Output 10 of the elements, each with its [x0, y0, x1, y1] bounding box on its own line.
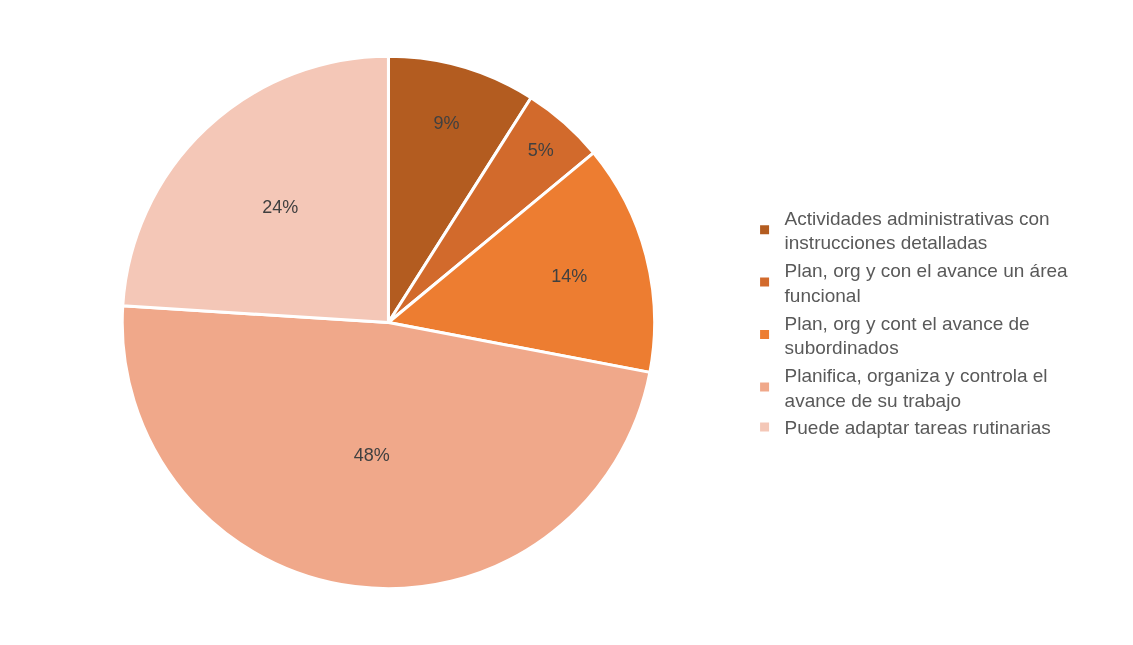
- data-label: 14%: [551, 266, 588, 287]
- legend-label: Puede adaptar tareas rutinarias: [784, 417, 1051, 439]
- data-label: 24%: [262, 197, 299, 218]
- data-label: 9%: [433, 112, 460, 133]
- data-label: 48%: [353, 444, 390, 465]
- legend-label: Plan, org y cont el avance de subordinados: [784, 312, 1030, 359]
- legend-label: Plan, org y con el avance un área funcional: [784, 260, 1069, 306]
- legend-label: Actividades administrativas con instrucciones detalladas: [784, 207, 1050, 254]
- legend-label: Planifica, organiza y controla el avance de su trabajo: [784, 364, 1048, 411]
- data-label: 5%: [527, 139, 554, 160]
